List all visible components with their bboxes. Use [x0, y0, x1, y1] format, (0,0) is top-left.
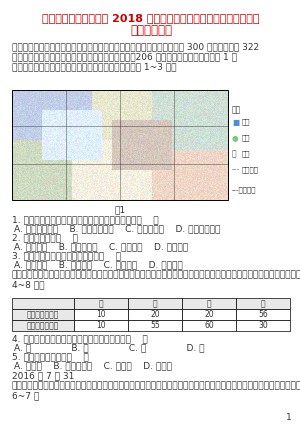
Text: 1. 甲植地该岛与其它地区付算天气记录多的原因是（    ）: 1. 甲植地该岛与其它地区付算天气记录多的原因是（ ）	[12, 215, 159, 224]
Text: 草地: 草地	[242, 135, 250, 141]
Text: 1: 1	[286, 413, 292, 422]
Text: 近现行时间分配于绿期道路的口交通流量的大小，各种车辆年辆行不当比例，专行的路面积区等相立。人流量最大的地方，红绿灯时间设置是是充分有效刺激刷止人。该城镇区四个路: 近现行时间分配于绿期道路的口交通流量的大小，各种车辆年辆行不当比例，专行的路面积…	[12, 270, 300, 290]
Text: 水域: 水域	[242, 119, 250, 126]
Text: ～: ～	[232, 150, 237, 159]
Text: 5. 园路最有可能位于（    ）: 5. 园路最有可能位于（ ）	[12, 352, 89, 361]
Bar	[12, 298, 74, 309]
Text: 56: 56	[258, 310, 268, 319]
Bar	[236, 309, 290, 320]
Text: ■: ■	[232, 117, 239, 126]
Text: 55: 55	[150, 321, 160, 330]
Text: 10: 10	[96, 310, 106, 319]
Text: A. 多为湿层    B. 多高度植物    C. 多刺藤蔓    D. 多草草原: A. 多为湿层 B. 多高度植物 C. 多刺藤蔓 D. 多草草原	[14, 242, 188, 251]
Text: 河流: 河流	[242, 151, 250, 157]
Bar	[74, 320, 128, 331]
Text: 丁: 丁	[261, 299, 265, 308]
Text: 30: 30	[258, 321, 268, 330]
Text: 60: 60	[204, 321, 214, 330]
Text: 河北省遵化市第一中学 2018 届高三文综（地理部分）下学期第二次: 河北省遵化市第一中学 2018 届高三文综（地理部分）下学期第二次	[42, 13, 260, 23]
Text: 西藏岛上的甲植被称为世界屋脊花，位于狭窄高原土建的山的盆地，海拔 300 米，一年内有 322 天记录（雷电天气与经历、气象及环境特征存在），206 天下雨，生: 西藏岛上的甲植被称为世界屋脊花，位于狭窄高原土建的山的盆地，海拔 300 米，一…	[12, 42, 259, 72]
Bar	[128, 320, 182, 331]
Bar	[74, 309, 128, 320]
Bar	[12, 320, 74, 331]
Bar	[12, 90, 228, 200]
Bar	[128, 298, 182, 309]
Bar	[182, 309, 236, 320]
Text: 甲: 甲	[99, 299, 103, 308]
Bar	[128, 309, 182, 320]
Text: 绿灯时间（秒）: 绿灯时间（秒）	[27, 321, 59, 330]
Text: ---: ---	[232, 165, 240, 175]
Text: 2. 本地区植被是（    ）: 2. 本地区植被是（ ）	[12, 233, 78, 242]
Text: 2016 年 7 月 31 日，三沙市政府正式命名南海诸岛及水环境的海洋监测为三沙永乐龙洞，其被证实为世界已知最深的的海洋蓝洞。据考查，监测到其下海平面的深度的: 2016 年 7 月 31 日，三沙市政府正式命名南海诸岛及水环境的海洋监测为三…	[12, 371, 300, 401]
Text: 3. 该地生物物种丰富的主要原因是（    ）: 3. 该地生物物种丰富的主要原因是（ ）	[12, 251, 121, 260]
Bar	[236, 320, 290, 331]
Text: 图1: 图1	[114, 206, 126, 215]
Bar	[12, 309, 74, 320]
Text: 综合训练试题: 综合训练试题	[130, 23, 172, 36]
Text: 等降水线: 等降水线	[242, 167, 259, 173]
Text: 10: 10	[96, 321, 106, 330]
Text: 4. 甲、乙、丙、丁四个路口的中心距离的路名（    ）: 4. 甲、乙、丙、丁四个路口的中心距离的路名（ ）	[12, 334, 148, 343]
Bar	[236, 298, 290, 309]
Text: ●: ●	[232, 134, 238, 142]
Text: ---等降水线: ---等降水线	[232, 187, 256, 193]
Text: 红灯时间（秒）: 红灯时间（秒）	[27, 310, 59, 319]
Text: A. 地形平坦    B. 气候较温    C. 土壤肥沃    D. 雨前天多: A. 地形平坦 B. 气候较温 C. 土壤肥沃 D. 雨前天多	[14, 260, 183, 269]
Text: 乙: 乙	[153, 299, 157, 308]
Text: A. 甲              B. 乙              C. 丙              D. 丁: A. 甲 B. 乙 C. 丙 D. 丁	[14, 343, 205, 352]
Text: A. 地处偏僻地区    B. 位于岛的内部    C. 空气湿度大    D. 位于高原盆地: A. 地处偏僻地区 B. 位于岛的内部 C. 空气湿度大 D. 位于高原盆地	[14, 224, 220, 233]
Bar	[182, 320, 236, 331]
Text: 丙: 丙	[207, 299, 211, 308]
Text: 20: 20	[150, 310, 160, 319]
Bar	[74, 298, 128, 309]
Text: 图例: 图例	[232, 106, 241, 114]
Text: 20: 20	[204, 310, 214, 319]
Text: A. 工业区    B. 中心商务区    C. 居住区    D. 行政区: A. 工业区 B. 中心商务区 C. 居住区 D. 行政区	[14, 361, 172, 370]
Bar	[182, 298, 236, 309]
